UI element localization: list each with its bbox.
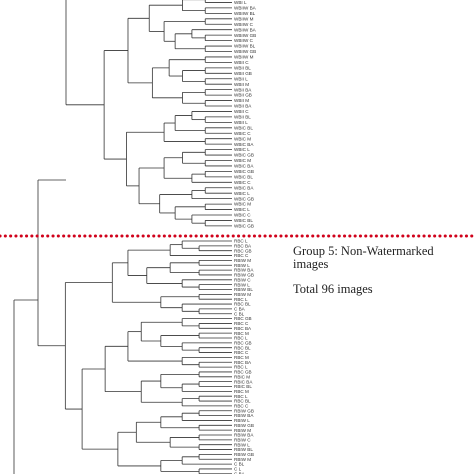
leaf-label: RBIW BA — [234, 268, 254, 273]
leaf-label: RBIW BA — [234, 433, 254, 438]
leaf-label: WBIC L — [234, 147, 250, 152]
leaf-label: WBIIW BL — [234, 44, 256, 49]
leaf-label: WBIIW BA — [234, 6, 257, 11]
leaf-label: RBC C — [234, 321, 249, 326]
leaf-label: WBIIW GB — [234, 49, 256, 54]
leaf-label: C BA — [234, 471, 246, 474]
leaf-label: WBIC BA — [234, 185, 254, 190]
leaf-label: RBC BA — [234, 243, 252, 248]
leaf-label: RBC GB — [234, 316, 252, 321]
leaf-label: WBIC BL — [234, 218, 253, 223]
leaf-label: WBII L — [234, 120, 248, 125]
leaf-label: RBC C — [234, 350, 249, 355]
leaf-label: WBIC M — [234, 202, 251, 207]
leaf-label: WBII BL — [234, 65, 251, 70]
leaf-label: WBII BA — [234, 87, 252, 92]
leaf-label: RBC L — [234, 336, 248, 341]
leaf-label: WBIC GB — [234, 169, 254, 174]
leaf-label: RBC M — [234, 389, 249, 394]
leaf-label: WBIC C — [234, 180, 251, 185]
leaf-label: WBIC M — [234, 136, 251, 141]
leaf-label: WBII C — [234, 109, 249, 114]
leaf-label: RBC C — [234, 253, 249, 258]
leaf-label: RBC GB — [234, 340, 252, 345]
leaf-label: RBIW L — [234, 282, 250, 287]
leaf-label: C BL — [234, 462, 245, 467]
leaf-label: RBC BA — [234, 326, 252, 331]
leaf-label: RBIC BA — [234, 379, 253, 384]
leaf-label: WBIC C — [234, 213, 251, 218]
leaf-label: RBC BL — [234, 302, 251, 307]
leaf-label: RBIW M — [234, 457, 251, 462]
leaf-label: RBIW L — [234, 442, 250, 447]
leaf-label: RBC BA — [234, 360, 252, 365]
total-images-label: Total 96 images — [293, 282, 373, 296]
leaf-label: RBC BL — [234, 345, 251, 350]
group-label-line-1: Group 5: Non-Watermarked — [293, 244, 434, 258]
leaf-label: RBIW M — [234, 428, 251, 433]
leaf-label: WBIC BL — [234, 174, 253, 179]
leaf-label: RBC L — [234, 239, 248, 244]
leaf-label: WBII C — [234, 60, 249, 65]
leaf-label: WBIC BL — [234, 125, 253, 130]
leaf-label: RBIW GB — [234, 452, 254, 457]
leaf-label: RBC BL — [234, 399, 251, 404]
leaf-label: WBII BL — [234, 115, 251, 120]
leaf-label: WBII L — [234, 76, 248, 81]
leaf-label: RBC L — [234, 365, 248, 370]
group-5-label: Group 5: Non-Watermarked images — [293, 245, 468, 271]
leaf-label: RBIW BL — [234, 447, 253, 452]
leaf-label: WBII GB — [234, 71, 252, 76]
leaf-label: WBI L — [234, 0, 247, 5]
group-label-line-2: images — [293, 257, 329, 271]
leaf-label: RBC M — [234, 355, 249, 360]
leaf-label: C L — [234, 467, 242, 472]
leaf-label: WBIIW GB — [234, 33, 256, 38]
leaf-label: RBIW C — [234, 277, 251, 282]
leaf-label: WBIC M — [234, 158, 251, 163]
leaf-label: WBIC C — [234, 131, 251, 136]
leaf-label: WBIC GB — [234, 153, 254, 158]
leaf-label: RBIW GB — [234, 423, 254, 428]
leaf-label: RBIW L — [234, 418, 250, 423]
leaf-label: RBC C — [234, 404, 249, 409]
leaf-label: WBIC L — [234, 191, 250, 196]
leaf-label: C BL — [234, 311, 245, 316]
leaf-label: WBIC L — [234, 207, 250, 212]
leaf-label: RBC L — [234, 394, 248, 399]
leaf-label: RBIW GB — [234, 408, 254, 413]
leaf-label: WBIC BA — [234, 142, 254, 147]
leaf-label: WBIIW C — [234, 38, 254, 43]
leaf-label: RBIC M — [234, 374, 250, 379]
leaf-label: RBIW BA — [234, 413, 254, 418]
leaf-label: RBC L — [234, 297, 248, 302]
leaf-label: WBIC GB — [234, 224, 254, 229]
leaf-label: RBIW M — [234, 258, 251, 263]
leaf-label: WBIIW M — [234, 55, 254, 60]
leaf-label: RBIW BL — [234, 287, 253, 292]
leaf-label: WBII BA — [234, 104, 252, 109]
leaf-label: WBIIW BA — [234, 27, 257, 32]
leaf-label: RBC GB — [234, 370, 252, 375]
leaf-label: WBIIW C — [234, 22, 254, 27]
leaf-label: WBII M — [234, 98, 249, 103]
leaf-label: RBIW M — [234, 292, 251, 297]
leaf-label: WBII GB — [234, 93, 252, 98]
leaf-label: RBIC BL — [234, 384, 252, 389]
leaf-label: RBC GB — [234, 248, 252, 253]
leaf-label: RBIW C — [234, 437, 251, 442]
leaf-label: RBC M — [234, 331, 249, 336]
leaf-label: WBIC GB — [234, 196, 254, 201]
leaf-label: RBIW L — [234, 263, 250, 268]
leaf-label: WBIIW BL — [234, 11, 256, 16]
leaf-label: WBIIW M — [234, 16, 254, 21]
leaf-label: WBII M — [234, 82, 249, 87]
leaf-label: RBIW GB — [234, 273, 254, 278]
leaf-label: C BA — [234, 307, 246, 312]
leaf-label: WBIC BA — [234, 164, 254, 169]
